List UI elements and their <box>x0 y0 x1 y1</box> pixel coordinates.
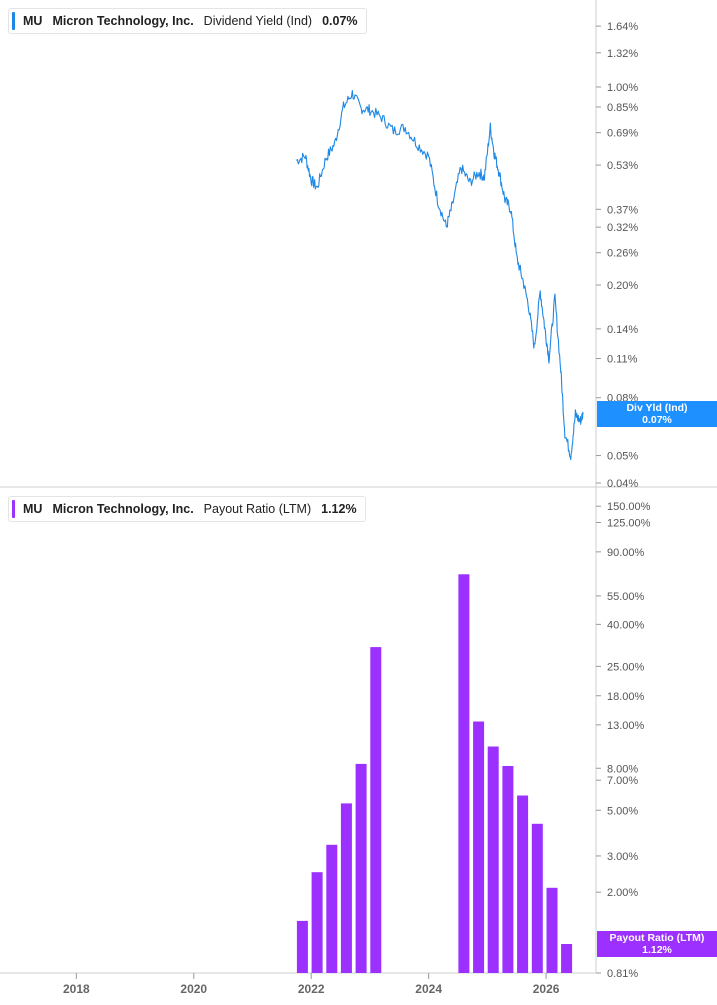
payout-bar <box>296 920 308 973</box>
y-tick-label: 8.00% <box>607 763 638 775</box>
series-color-swatch <box>12 500 15 518</box>
y-tick-label: 125.00% <box>607 517 651 529</box>
y-tick-label: 1.00% <box>607 82 638 94</box>
y-tick-label: 0.81% <box>607 968 638 980</box>
payout-bar <box>326 844 338 973</box>
x-tick-label: 2020 <box>180 982 207 996</box>
bottom-legend: MU Micron Technology, Inc. Payout Ratio … <box>8 496 366 522</box>
x-tick-label: 2026 <box>533 982 560 996</box>
x-tick-label: 2024 <box>415 982 442 996</box>
dividend-yield-series <box>296 90 584 461</box>
y-tick-label: 40.00% <box>607 619 645 631</box>
dividend-yield-line <box>296 90 584 461</box>
payout-bar <box>546 887 558 973</box>
series-color-swatch <box>12 12 15 30</box>
y-tick-label: 0.53% <box>607 160 638 172</box>
y-tick-label: 5.00% <box>607 805 638 817</box>
y-tick-label: 150.00% <box>607 501 651 513</box>
x-tick-label: 2022 <box>298 982 325 996</box>
legend-metric: Payout Ratio (LTM) <box>203 502 312 516</box>
payout-bar <box>458 574 470 973</box>
y-tick-label: 13.00% <box>607 720 645 732</box>
legend-company: Micron Technology, Inc. <box>52 502 194 516</box>
y-tick-label: 7.00% <box>607 775 638 787</box>
payout-bar <box>517 795 529 973</box>
y-tick-label: 18.00% <box>607 691 645 703</box>
y-tick-label: 0.20% <box>607 280 638 292</box>
payout-bar <box>370 647 382 973</box>
legend-company: Micron Technology, Inc. <box>52 14 194 28</box>
y-tick-label: 0.11% <box>607 354 638 366</box>
legend-value: 0.07% <box>322 14 358 28</box>
y-tick-label: 0.05% <box>607 451 638 463</box>
y-tick-label: 1.64% <box>607 21 638 33</box>
y-tick-label: 55.00% <box>607 591 645 603</box>
y-tick-label: 1.32% <box>607 48 638 60</box>
payout-bar <box>487 746 499 973</box>
payout-ratio-series <box>296 574 573 973</box>
y-tick-label: 3.00% <box>607 851 638 863</box>
payout-bar <box>531 823 543 973</box>
tag-label: Div Yld (Ind) <box>626 402 688 415</box>
y-tick-label: 0.26% <box>607 248 638 260</box>
legend-ticker: MU <box>23 14 43 28</box>
payout-bar <box>473 721 485 973</box>
payout-bar <box>561 944 573 973</box>
payout-bar <box>355 763 367 973</box>
tag-value: 1.12% <box>642 944 672 957</box>
legend-value: 1.12% <box>321 502 357 516</box>
y-tick-label: 0.04% <box>607 478 638 490</box>
y-tick-label: 0.37% <box>607 204 638 216</box>
x-axis-ticks: 2018 2020 2022 2024 2026 <box>63 973 560 996</box>
top-legend: MU Micron Technology, Inc. Dividend Yiel… <box>8 8 367 34</box>
tag-label: Payout Ratio (LTM) <box>609 932 705 945</box>
payout-bar <box>311 872 323 973</box>
tag-value: 0.07% <box>642 414 672 427</box>
top-y-axis-ticks: 1.64% 1.32% 1.00% 0.85% 0.69% 0.53% 0.37% 0.32%… <box>596 21 638 490</box>
bottom-y-axis-ticks: 150.00% 125.00% 90.00% 55.00% 40.00% 25.00% 18… <box>596 501 651 980</box>
legend-metric: Dividend Yield (Ind) <box>203 14 313 28</box>
x-tick-label: 2018 <box>63 982 90 996</box>
y-tick-label: 0.85% <box>607 102 638 114</box>
y-tick-label: 25.00% <box>607 661 645 673</box>
payout-bar <box>340 803 352 973</box>
y-tick-label: 90.00% <box>607 547 645 559</box>
payout-ratio-value-tag: Payout Ratio (LTM) 1.12% <box>597 931 717 958</box>
y-tick-label: 0.14% <box>607 324 638 336</box>
y-tick-label: 2.00% <box>607 887 638 899</box>
legend-ticker: MU <box>23 502 43 516</box>
y-tick-label: 0.69% <box>607 128 638 140</box>
y-tick-label: 0.32% <box>607 222 638 234</box>
dividend-yield-value-tag: Div Yld (Ind) 0.07% <box>597 401 717 428</box>
payout-bar <box>502 766 514 973</box>
